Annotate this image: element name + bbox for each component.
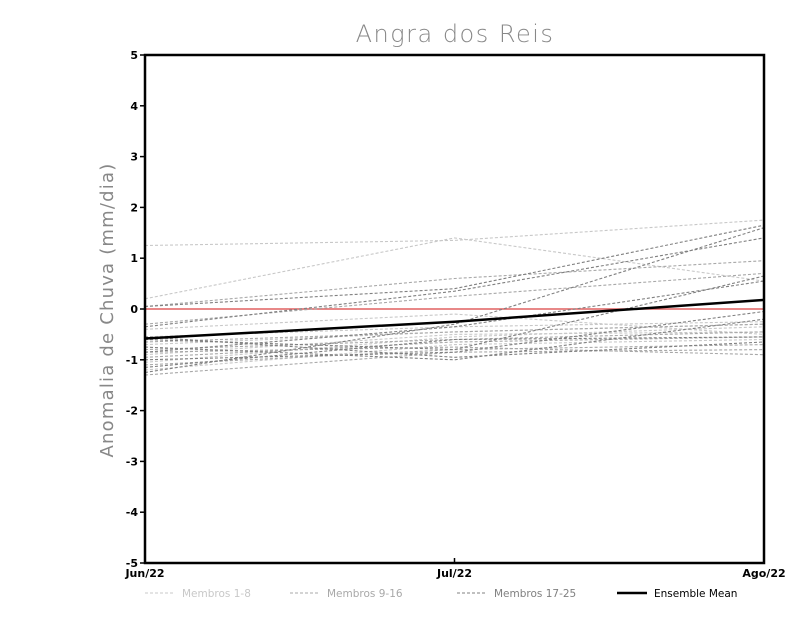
y-tick-label: 2	[130, 201, 138, 214]
series-line-membro-2	[144, 237, 765, 300]
series-line-membro-10	[144, 272, 765, 325]
x-tick-label: Ago/22	[742, 567, 785, 580]
y-tick-label: 0	[130, 303, 138, 316]
series-line-membro-24	[144, 336, 765, 368]
series-line-membro-22	[144, 318, 765, 361]
series-line-membro-14	[144, 323, 765, 343]
y-tick-label: 3	[130, 151, 138, 164]
series-line-membro-1	[144, 219, 765, 247]
legend-label-4: Ensemble Mean	[654, 588, 737, 600]
y-tick-label: -4	[126, 506, 139, 519]
x-tick-label: Jun/22	[124, 567, 164, 580]
plot-frame	[143, 53, 766, 565]
y-tick-label: 4	[130, 100, 138, 113]
series-line-membro-8	[144, 338, 765, 371]
series-line-membro-17	[144, 224, 765, 308]
series-line-membro-11	[144, 331, 765, 351]
series-line-membro-9	[144, 260, 765, 308]
y-axis-ticks: -5 -4 -3 -2 -1 0 1 2 3 4 5	[126, 49, 145, 570]
y-tick-label: -5	[126, 557, 138, 570]
y-tick-label: 1	[130, 252, 138, 265]
y-tick-label: -2	[126, 405, 138, 418]
y-axis-label: Anomalia de Chuva (mm/dia)	[97, 163, 118, 458]
legend: Membros 1-8 Membros 9-16 Membros 17-25 Ense…	[145, 588, 737, 600]
series-line-membro-3	[144, 313, 765, 335]
legend-label-2: Membros 9-16	[327, 588, 403, 600]
series-line-membro-23	[144, 310, 765, 361]
y-tick-label: -1	[126, 354, 138, 367]
series-line-membro-15	[144, 344, 765, 366]
series-line-membro-19	[144, 280, 765, 353]
series-line-membro-25	[144, 275, 765, 351]
chart-title: Angra dos Reis	[356, 20, 555, 48]
series-line-ensemble-mean	[144, 298, 765, 340]
plot-lines	[144, 219, 765, 376]
series-line-membro-21	[144, 336, 765, 358]
legend-label-1: Membros 1-8	[182, 588, 251, 600]
series-line-membro-16	[144, 349, 765, 376]
x-tick-label: Jul/22	[436, 567, 472, 580]
y-tick-label: 5	[130, 49, 138, 62]
x-axis-ticks: Jun/22 Jul/22 Ago/22	[124, 558, 786, 580]
series-line-membro-4	[144, 321, 765, 338]
series-line-membro-18	[144, 237, 765, 328]
series-line-membro-13	[144, 346, 765, 356]
y-tick-label: -3	[126, 455, 138, 468]
series-line-membro-12	[144, 336, 765, 358]
series-line-membro-7	[144, 326, 765, 363]
legend-label-3: Membros 17-25	[494, 588, 576, 600]
